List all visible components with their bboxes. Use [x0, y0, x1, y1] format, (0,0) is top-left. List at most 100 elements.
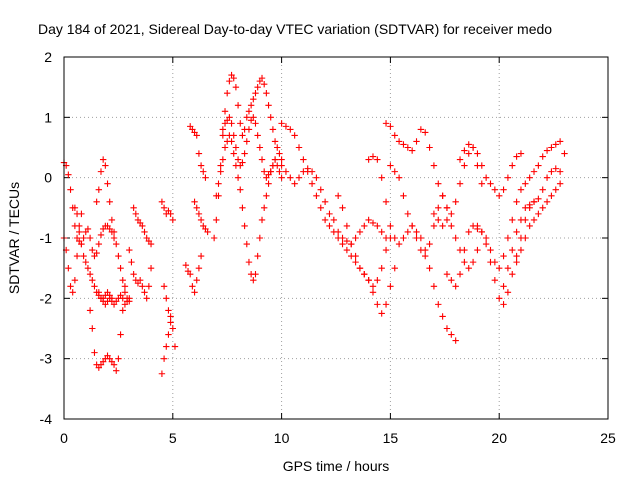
data-point [165, 307, 172, 314]
data-point [250, 96, 257, 103]
data-point [391, 264, 398, 272]
data-point [561, 150, 568, 157]
data-point [202, 174, 209, 181]
data-point [117, 264, 124, 272]
data-point [245, 108, 253, 115]
data-point [204, 228, 211, 236]
data-point [522, 180, 529, 187]
data-point [387, 162, 394, 169]
data-point [287, 126, 294, 133]
data-point [517, 216, 525, 224]
data-point [295, 174, 303, 181]
data-point [239, 159, 246, 166]
data-point [413, 138, 420, 145]
data-point [113, 240, 120, 248]
data-point [226, 114, 233, 121]
data-point [413, 228, 420, 236]
data-point [237, 186, 244, 193]
data-point [404, 144, 412, 151]
data-point [339, 204, 346, 212]
data-point [110, 234, 118, 242]
data-point [252, 90, 259, 97]
data-point [65, 264, 72, 272]
data-point [256, 144, 264, 151]
series-arc-u [382, 120, 451, 212]
data-point [158, 198, 166, 205]
data-point [504, 174, 512, 181]
tick-layer: 0 5 10 15 20 25 -4 -3 -2 -1 0 1 2 [40, 49, 616, 446]
data-point [430, 210, 438, 218]
data-point [197, 216, 205, 224]
data-point [295, 144, 303, 151]
x-tick-label: 25 [600, 430, 616, 446]
data-point [91, 349, 98, 356]
data-point [522, 204, 529, 212]
data-point [391, 132, 398, 139]
data-point [448, 222, 455, 230]
data-point [374, 277, 381, 284]
data-point [500, 252, 507, 260]
data-point [378, 264, 385, 272]
data-point [491, 186, 499, 193]
data-point [97, 168, 105, 175]
data-point [543, 147, 551, 154]
data-point [258, 156, 266, 163]
data-point [548, 192, 555, 199]
series-arc-e [93, 156, 133, 305]
data-point [552, 165, 559, 172]
data-point [145, 283, 153, 290]
data-point [539, 204, 546, 212]
x-axis-title: GPS time / hours [283, 458, 390, 474]
data-point [95, 186, 103, 193]
data-point [282, 168, 290, 175]
data-point [260, 80, 268, 88]
data-point [400, 234, 407, 242]
data-point [556, 138, 564, 145]
data-point [365, 216, 372, 224]
data-point [513, 198, 520, 205]
data-point [313, 192, 320, 199]
plot-frame [63, 56, 609, 420]
data-point [321, 216, 329, 224]
data-point [250, 114, 257, 121]
data-point [308, 168, 316, 175]
data-point [147, 264, 155, 272]
data-point [106, 198, 113, 205]
data-point [382, 301, 390, 308]
data-point [271, 138, 279, 145]
series-arc-j [160, 283, 179, 350]
data-point [269, 126, 277, 133]
data-point [80, 234, 87, 242]
data-point [378, 228, 385, 236]
data-point [93, 249, 100, 257]
data-point [374, 222, 381, 230]
data-point [84, 225, 92, 233]
data-point [356, 228, 364, 236]
data-point [469, 144, 477, 151]
data-point [234, 174, 242, 181]
data-point [169, 325, 176, 332]
data-point [517, 186, 525, 193]
data-point [69, 289, 76, 296]
data-point [517, 246, 525, 254]
data-point [378, 310, 385, 317]
data-point [474, 222, 481, 230]
data-point [413, 234, 420, 242]
data-point [243, 138, 250, 145]
data-point [228, 120, 235, 127]
data-point [193, 204, 200, 212]
data-point [430, 162, 438, 169]
data-point [278, 156, 285, 163]
data-point [504, 289, 512, 296]
data-point [443, 216, 451, 224]
data-point [267, 114, 274, 121]
data-point [387, 222, 394, 230]
data-point [230, 74, 237, 82]
data-point [435, 216, 442, 224]
data-point [276, 168, 283, 175]
data-point [228, 138, 235, 145]
data-point [215, 180, 222, 187]
data-point [80, 252, 87, 260]
data-point [382, 246, 390, 254]
data-point [452, 283, 459, 290]
